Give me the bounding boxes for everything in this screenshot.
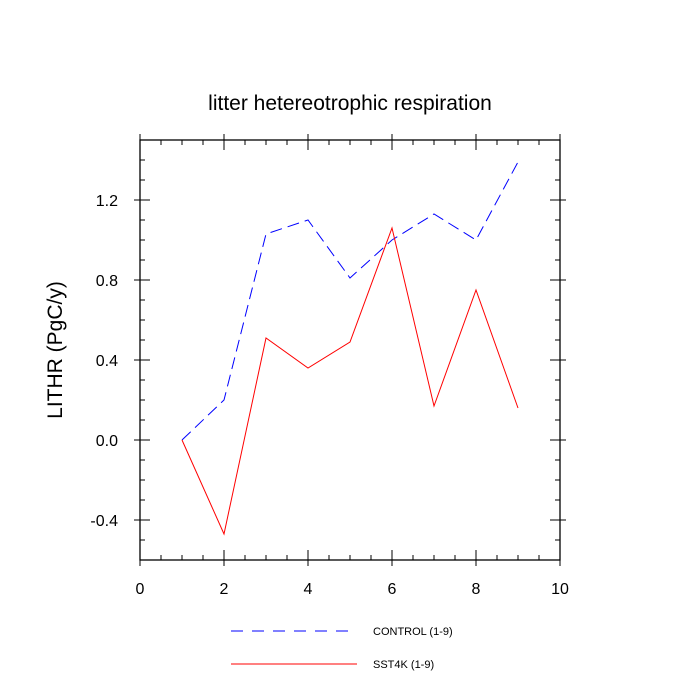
x-tick-label: 10 bbox=[551, 581, 569, 598]
data-point-series-1 bbox=[391, 239, 393, 241]
data-point-series-2 bbox=[475, 289, 477, 291]
data-point-series-1 bbox=[517, 161, 519, 163]
data-point-series-1 bbox=[349, 277, 351, 279]
y-tick-label: -0.4 bbox=[90, 513, 118, 530]
data-point-series-1 bbox=[265, 233, 267, 235]
legend: CONTROL (1-9) SST4K (1-9) bbox=[231, 626, 453, 671]
data-point-series-1 bbox=[433, 213, 435, 215]
x-tick-label: 8 bbox=[472, 581, 481, 598]
data-point-series-2 bbox=[433, 405, 435, 407]
x-tick-label: 0 bbox=[136, 581, 145, 598]
data-point-series-2 bbox=[265, 337, 267, 339]
chart-title: litter hetereotrophic respiration bbox=[208, 92, 492, 115]
x-tick-label: 4 bbox=[304, 581, 313, 598]
series-line-2 bbox=[181, 226, 519, 536]
data-point-series-2 bbox=[223, 533, 225, 535]
data-point-series-2 bbox=[517, 407, 519, 409]
data-point-series-1 bbox=[223, 399, 225, 401]
legend-label-2: SST4K (1-9) bbox=[373, 659, 434, 671]
y-tick-label: 0.0 bbox=[96, 433, 118, 450]
data-point-series-2 bbox=[349, 341, 351, 343]
data-point-series-1 bbox=[475, 239, 477, 241]
y-tick-label: 0.8 bbox=[96, 273, 118, 290]
plot-area: 0 2 4 6 8 10 -0.4 0.0 0.4 0.8 1.2 bbox=[90, 134, 569, 598]
legend-label-1: CONTROL (1-9) bbox=[373, 626, 453, 638]
x-tick-label: 6 bbox=[388, 581, 397, 598]
x-tick-label: 2 bbox=[220, 581, 229, 598]
y-tick-label: 1.2 bbox=[96, 193, 118, 210]
data-point-series-2 bbox=[181, 439, 183, 441]
data-point-series-2 bbox=[391, 227, 393, 229]
y-axis-label: LITHR (PgC/y) bbox=[44, 281, 67, 419]
data-point-series-1 bbox=[307, 219, 309, 221]
y-tick-label: 0.4 bbox=[96, 353, 118, 370]
data-point-series-2 bbox=[307, 367, 309, 369]
series-line-1 bbox=[181, 161, 519, 441]
